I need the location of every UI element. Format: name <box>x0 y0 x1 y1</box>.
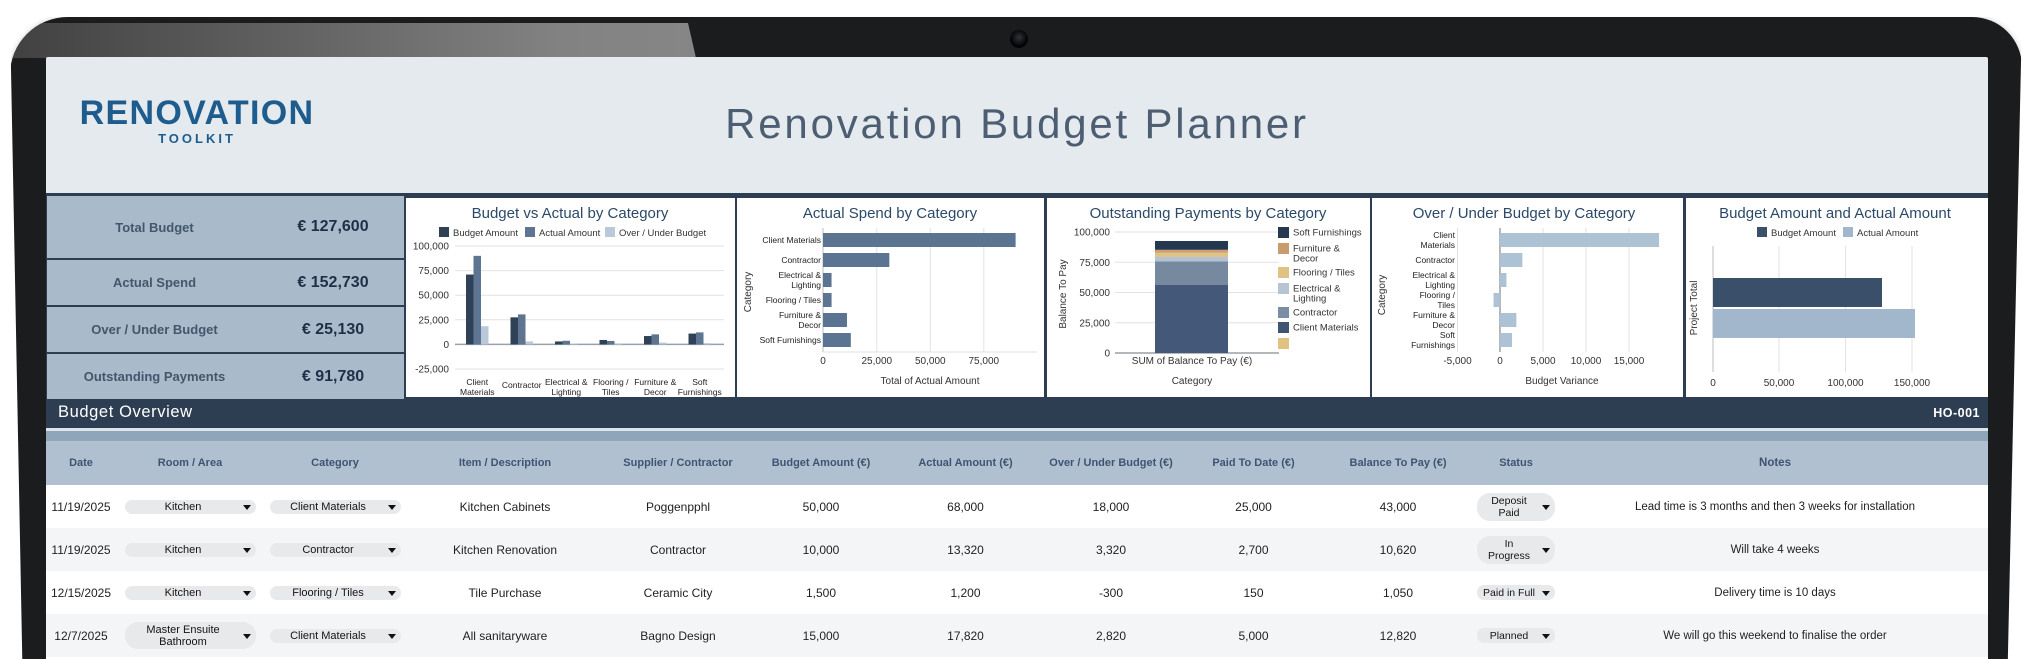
svg-text:Soft Furnishings: Soft Furnishings <box>760 335 821 345</box>
svg-text:75,000: 75,000 <box>1079 258 1110 269</box>
svg-text:Electrical &: Electrical & <box>545 377 588 387</box>
svg-text:Client Materials: Client Materials <box>1293 323 1359 334</box>
svg-text:Flooring /: Flooring / <box>593 377 629 387</box>
svg-text:Decor: Decor <box>798 320 821 330</box>
svg-text:25,000: 25,000 <box>1079 318 1110 329</box>
svg-text:Lighting: Lighting <box>1293 294 1326 305</box>
svg-text:0: 0 <box>1710 378 1716 389</box>
svg-text:Materials: Materials <box>1421 240 1455 250</box>
svg-text:Decor: Decor <box>644 387 667 397</box>
svg-text:Client: Client <box>466 377 488 387</box>
svg-text:100,000: 100,000 <box>1827 378 1864 389</box>
svg-text:Materials: Materials <box>460 387 494 397</box>
svg-text:75,000: 75,000 <box>418 266 449 277</box>
svg-text:Category: Category <box>1172 376 1213 387</box>
svg-text:Lighting: Lighting <box>551 387 581 397</box>
svg-text:Contractor: Contractor <box>1293 308 1337 319</box>
svg-text:0: 0 <box>1104 349 1110 360</box>
svg-text:Soft: Soft <box>692 377 708 387</box>
svg-text:Flooring / Tiles: Flooring / Tiles <box>1293 268 1355 279</box>
svg-text:Contractor: Contractor <box>781 255 821 265</box>
svg-text:Over / Under Budget: Over / Under Budget <box>619 228 706 239</box>
svg-text:Actual Spend by Category: Actual Spend by Category <box>803 205 978 222</box>
svg-text:Budget Amount and Actual Amoun: Budget Amount and Actual Amount <box>1719 205 1952 222</box>
svg-text:0: 0 <box>820 356 826 367</box>
svg-text:Electrical &: Electrical & <box>1412 270 1455 280</box>
svg-text:Decor: Decor <box>1432 320 1455 330</box>
svg-text:Furniture &: Furniture & <box>1293 244 1341 255</box>
svg-text:Lighting: Lighting <box>1425 280 1455 290</box>
svg-text:Budget Variance: Budget Variance <box>1525 376 1599 387</box>
svg-text:Decor: Decor <box>1293 254 1318 265</box>
svg-text:50,000: 50,000 <box>915 356 946 367</box>
svg-text:15,000: 15,000 <box>1614 356 1645 367</box>
svg-text:Budget Amount: Budget Amount <box>1771 228 1836 239</box>
svg-text:Client: Client <box>1433 230 1455 240</box>
svg-text:Contractor: Contractor <box>502 380 542 390</box>
svg-text:0: 0 <box>1497 356 1503 367</box>
svg-text:Furnishings: Furnishings <box>678 387 722 397</box>
svg-text:Category: Category <box>1377 275 1388 316</box>
svg-text:Soft Furnishings: Soft Furnishings <box>1293 228 1362 239</box>
svg-text:Category: Category <box>743 272 754 313</box>
svg-text:Actual Amount: Actual Amount <box>1857 228 1919 239</box>
svg-text:Flooring /: Flooring / <box>1420 290 1456 300</box>
svg-text:50,000: 50,000 <box>1079 288 1110 299</box>
svg-text:25,000: 25,000 <box>418 315 449 326</box>
svg-text:50,000: 50,000 <box>1764 378 1795 389</box>
svg-text:Balance To Pay: Balance To Pay <box>1058 259 1069 328</box>
svg-text:100,000: 100,000 <box>413 242 450 253</box>
svg-text:-5,000: -5,000 <box>1443 356 1472 367</box>
svg-text:-25,000: -25,000 <box>415 365 449 376</box>
svg-text:Furnishings: Furnishings <box>1411 340 1455 350</box>
svg-text:Client Materials: Client Materials <box>762 235 821 245</box>
svg-text:150,000: 150,000 <box>1894 378 1931 389</box>
svg-text:Tiles: Tiles <box>1437 300 1455 310</box>
svg-text:Contractor: Contractor <box>1415 255 1455 265</box>
svg-text:100,000: 100,000 <box>1074 228 1111 239</box>
svg-text:Flooring / Tiles: Flooring / Tiles <box>766 295 821 305</box>
svg-text:Actual Amount: Actual Amount <box>539 228 601 239</box>
svg-text:Electrical &: Electrical & <box>778 270 821 280</box>
svg-text:0: 0 <box>443 340 449 351</box>
svg-text:Furniture &: Furniture & <box>779 310 821 320</box>
svg-text:25,000: 25,000 <box>862 356 893 367</box>
svg-text:5,000: 5,000 <box>1530 356 1555 367</box>
svg-text:Electrical &: Electrical & <box>1293 284 1341 295</box>
svg-text:Over / Under Budget by Categor: Over / Under Budget by Category <box>1413 205 1636 222</box>
svg-text:10,000: 10,000 <box>1571 356 1602 367</box>
svg-text:Lighting: Lighting <box>791 280 821 290</box>
svg-text:Furniture &: Furniture & <box>634 377 676 387</box>
svg-text:Furniture &: Furniture & <box>1413 310 1455 320</box>
svg-text:Project Total: Project Total <box>1689 281 1700 336</box>
svg-text:Total of Actual Amount: Total of Actual Amount <box>881 376 980 387</box>
svg-text:50,000: 50,000 <box>418 291 449 302</box>
svg-text:Budget vs Actual by Category: Budget vs Actual by Category <box>472 205 669 222</box>
svg-text:Budget Amount: Budget Amount <box>453 228 518 239</box>
svg-text:Outstanding Payments by Catego: Outstanding Payments by Category <box>1090 205 1327 222</box>
svg-text:75,000: 75,000 <box>969 356 1000 367</box>
svg-text:SUM of Balance To Pay (€): SUM of Balance To Pay (€) <box>1132 356 1252 367</box>
svg-text:Soft: Soft <box>1440 330 1456 340</box>
svg-text:Tiles: Tiles <box>602 387 620 397</box>
